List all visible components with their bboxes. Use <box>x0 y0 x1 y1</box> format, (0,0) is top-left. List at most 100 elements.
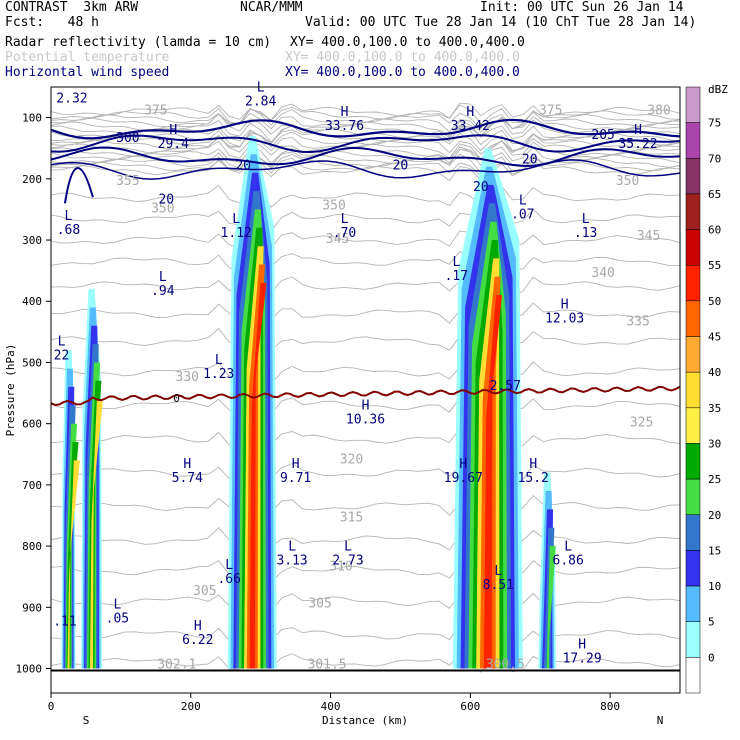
wind-contour-label: 20 <box>158 192 174 207</box>
colorbar-swatch <box>685 514 701 551</box>
wind-extremum-type: H <box>194 619 202 634</box>
colorbar-swatch <box>685 371 701 409</box>
wind-extremum-value: 29.4 <box>158 137 189 152</box>
wind-contour-label: 300 <box>116 131 139 146</box>
theta-label: 375 <box>144 104 167 119</box>
wind-extremum-type: L <box>159 270 167 285</box>
wind-extremum-value: 6.22 <box>182 633 213 648</box>
wind-extremum-value: 35.22 <box>618 137 657 152</box>
y-tick-label: 700 <box>22 479 42 492</box>
theta-isoline <box>51 397 680 416</box>
wind-isotach <box>51 159 680 180</box>
wind-extremum-value: .07 <box>511 208 534 223</box>
colorbar-swatch <box>685 443 701 480</box>
wind-extremum-type: H <box>341 105 349 120</box>
theta-isoline <box>51 184 680 208</box>
wind-extremum-type: H <box>529 457 537 472</box>
field-name-wind: Horizontal wind speed <box>5 65 170 80</box>
wind-extremum-value: .68 <box>57 223 80 238</box>
theta-isoline <box>51 592 680 613</box>
wind-extremum-value: 8.51 <box>483 578 514 593</box>
init-time: Init: 00 UTC Sun 26 Jan 14 <box>480 0 684 15</box>
colorbar-unit: dBZ <box>708 83 728 96</box>
wind-extremum-value: .13 <box>574 226 597 241</box>
y-tick-label: 100 <box>22 112 42 125</box>
wind-extremum-type: L <box>215 353 223 368</box>
x-axis: 0 200 400 600 800 <box>48 693 620 713</box>
theta-isoline <box>51 527 680 552</box>
theta-isoline <box>51 274 680 297</box>
x-tick-label: 0 <box>48 700 55 713</box>
colorbar-label: 45 <box>708 331 721 344</box>
wind-extremum-type: H <box>183 457 191 472</box>
theta-isoline <box>51 102 680 121</box>
wind-extremum-value: .70 <box>333 226 356 241</box>
wind-contour-label: 20 <box>235 159 251 174</box>
wind-extremum-type: H <box>169 123 177 138</box>
wind-contour-label: 20 <box>393 159 409 174</box>
wind-extremum-value: 1.23 <box>203 367 234 382</box>
theta-label: 310 <box>329 560 352 575</box>
colorbar-label: 10 <box>708 580 721 593</box>
theta-isoline <box>51 427 680 449</box>
theta-label: 350 <box>322 198 345 213</box>
y-axis-title: Pressure (hPa) <box>4 344 17 437</box>
y-tick-label: 200 <box>22 173 42 186</box>
theta-label: 350 <box>151 201 174 216</box>
reflectivity-band <box>90 399 103 669</box>
colorbar-label: 60 <box>708 224 721 237</box>
field-name-theta: Potential temperature <box>5 50 170 65</box>
wind-isotach <box>63 167 94 204</box>
theta-label: 315 <box>340 511 363 526</box>
wind-extremum-value: .17 <box>445 269 468 284</box>
y-axis: 100 200 300 400 500 600 700 800 900 1000 <box>16 112 51 676</box>
colorbar-label: 65 <box>708 188 721 201</box>
theta-isoline <box>51 495 680 517</box>
wind-extremum-value: .66 <box>217 572 240 587</box>
wind-extremum-type: L <box>344 539 352 554</box>
theta-isoline <box>51 126 680 148</box>
reflectivity-band <box>483 295 502 669</box>
wind-extremum-value: 19.67 <box>444 471 483 486</box>
colorbar-label: 0 <box>708 651 715 664</box>
wind-contour-label: 205 <box>591 128 614 143</box>
theta-isoline <box>51 104 680 125</box>
reflectivity-band <box>67 460 80 669</box>
wind-extremum-value: 33.42 <box>451 119 490 134</box>
freezing-label: 0 <box>173 392 180 405</box>
theta-isoline <box>51 623 680 645</box>
theta-label: 375 <box>539 104 562 119</box>
y-tick-label: 300 <box>22 234 42 247</box>
wind-contour-label: 20 <box>473 180 489 195</box>
wind-extremum-type: H <box>459 457 467 472</box>
wind-extremum-value: .11 <box>53 615 76 630</box>
wind-extremum-value: .05 <box>106 612 129 627</box>
theta-isoline <box>51 208 680 232</box>
theta-isoline <box>51 153 680 174</box>
colorbar-label: 35 <box>708 402 721 415</box>
colorbar-label: 50 <box>708 295 721 308</box>
wind-extremum-type: L <box>58 334 66 349</box>
reflectivity-band <box>545 546 556 669</box>
wind-extremum-type: H <box>292 457 300 472</box>
wind-extremum-type: H <box>578 637 586 652</box>
y-tick-label: 1000 <box>16 663 43 676</box>
wind-extremum-value: 22 <box>54 348 70 363</box>
wind-extremum-type: L <box>564 539 572 554</box>
x-tick-label: 800 <box>600 700 620 713</box>
theta-label: 330 <box>176 370 199 385</box>
colorbar-label: 5 <box>708 616 715 629</box>
reflectivity-band <box>249 282 267 669</box>
wind-extremum-value: 9.71 <box>280 471 311 486</box>
theta-label: 305 <box>193 584 216 599</box>
colorbar-swatch <box>685 122 701 159</box>
theta-label: 302.1 <box>157 658 196 673</box>
center-name: NCAR/MMM <box>240 0 303 15</box>
theta-isoline <box>51 302 680 325</box>
theta-isoline <box>51 133 680 155</box>
theta-isoline <box>51 146 680 168</box>
field-xy-reflectivity: XY= 400.0,100.0 to 400.0,400.0 <box>290 35 525 50</box>
wind-extremum-value: 33.76 <box>325 119 364 134</box>
theta-label: 300.5 <box>486 658 525 673</box>
wind-extremum-value: 2.73 <box>332 553 363 568</box>
